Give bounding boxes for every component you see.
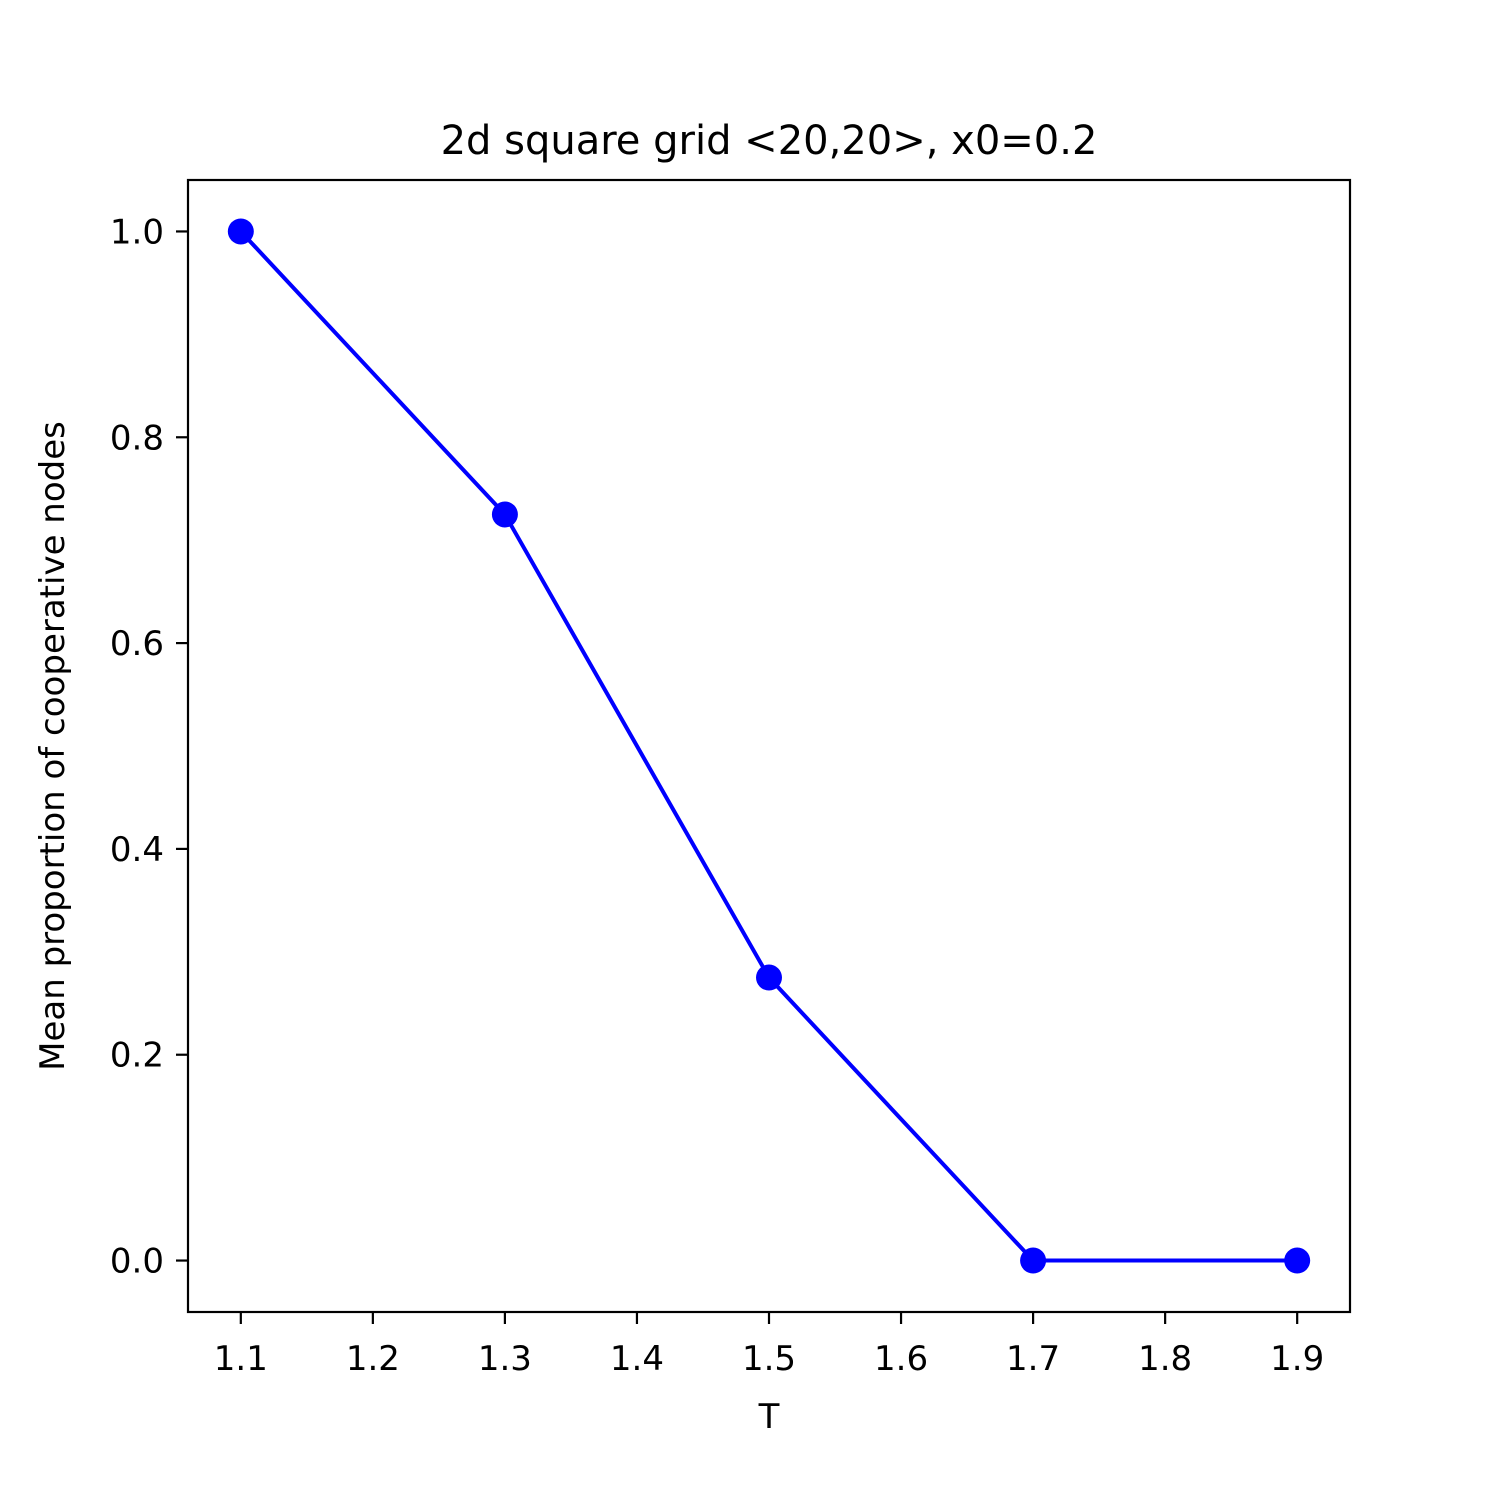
y-tick-label: 0.8 [110,418,164,458]
plot-area [227,218,1311,1274]
x-axis: 1.1 1.2 1.3 1.4 1.5 1.6 1.7 1.8 1.9 [214,1312,1324,1379]
x-tick-label: 1.8 [1138,1339,1192,1379]
x-tick-label: 1.7 [1006,1339,1060,1379]
y-tick-label: 0.0 [110,1242,164,1282]
series-line [239,230,1298,1263]
data-point [491,501,518,528]
x-tick-label: 1.2 [346,1339,400,1379]
x-tick-label: 1.5 [742,1339,796,1379]
x-tick-label: 1.9 [1270,1339,1324,1379]
chart-title: 2d square grid <20,20>, x0=0.2 [441,118,1098,164]
x-axis-label: T [758,1397,780,1437]
y-tick-label: 0.6 [110,624,164,664]
y-tick-label: 1.0 [110,212,164,252]
data-point [1284,1247,1311,1274]
data-point [227,218,254,245]
y-axis: 0.0 0.2 0.4 0.6 0.8 1.0 [110,212,188,1282]
x-tick-label: 1.4 [610,1339,664,1379]
axes-frame [186,178,1352,1314]
y-tick-label: 0.2 [110,1036,164,1076]
y-tick-label: 0.4 [110,830,164,870]
x-tick-label: 1.1 [214,1339,268,1379]
data-point [756,964,782,991]
x-tick-label: 1.6 [874,1339,928,1379]
y-axis-label: Mean proportion of cooperative nodes [33,421,73,1071]
data-point [1020,1247,1047,1274]
x-tick-label: 1.3 [478,1339,532,1379]
